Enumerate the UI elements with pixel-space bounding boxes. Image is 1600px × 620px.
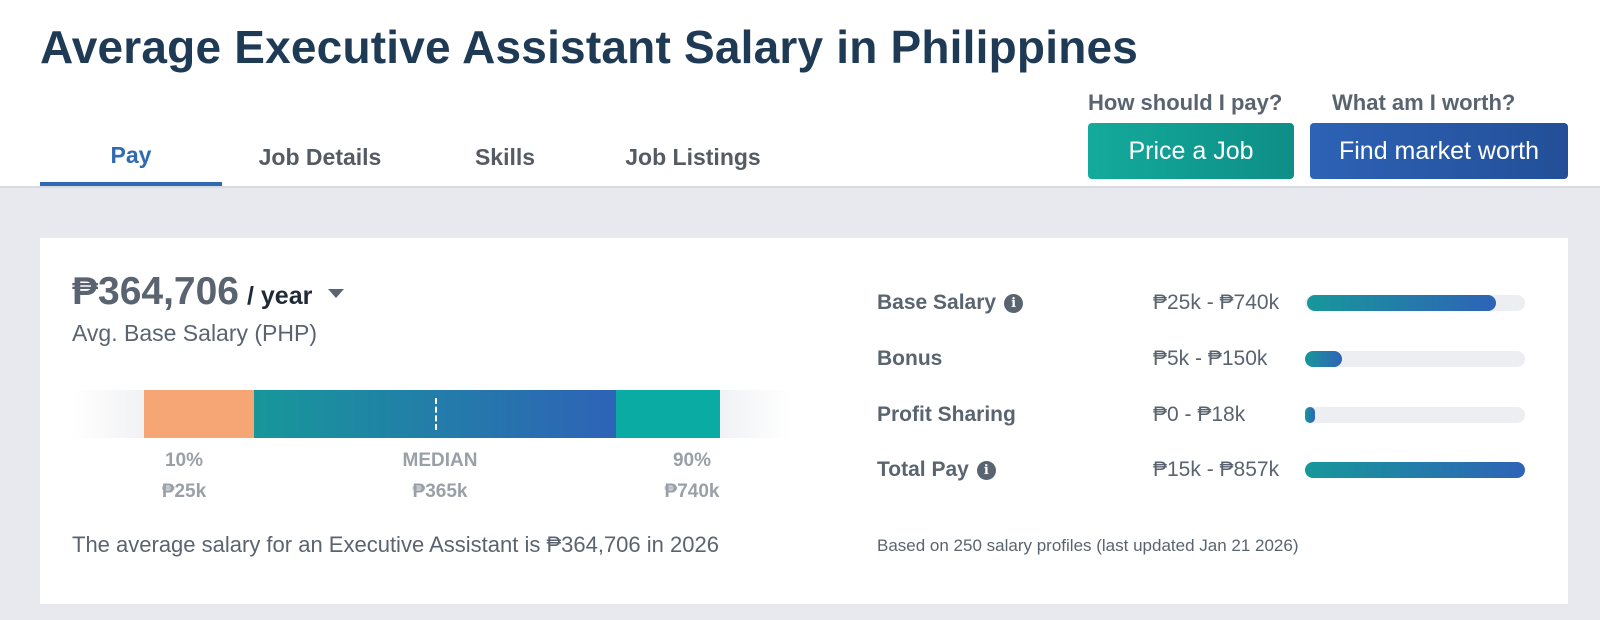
info-icon[interactable]: i <box>1004 293 1024 313</box>
range-segment-low <box>144 390 254 438</box>
comp-track <box>1305 462 1525 478</box>
comp-row-profit-sharing: Profit Sharing ₱0 - ₱18k <box>877 398 1537 432</box>
salary-summary: The average salary for an Executive Assi… <box>72 532 719 557</box>
comp-range: ₱15k - ₱857k <box>1153 458 1280 481</box>
comp-track <box>1305 351 1525 367</box>
comp-fill <box>1305 462 1525 478</box>
range-fade-left <box>72 390 144 438</box>
pay-period[interactable]: / year <box>247 282 313 310</box>
comp-label: Profit Sharing <box>877 403 1016 426</box>
salary-caption: Avg. Base Salary (PHP) <box>72 320 318 346</box>
p10-value: ₱25k <box>161 481 207 502</box>
find-market-worth-button[interactable]: Find market worth <box>1310 123 1568 179</box>
comp-track <box>1305 295 1525 311</box>
tab-job-listings[interactable]: Job Listings <box>625 143 761 170</box>
comp-label-wrap: Bonus <box>877 342 942 376</box>
comp-label-wrap: Profit Sharing <box>877 398 1016 432</box>
comp-range: ₱0 - ₱18k <box>1153 403 1246 426</box>
tab-bar: Pay Job Details Skills Job Listings <box>40 128 794 188</box>
salary-amount: ₱364,706 <box>72 270 239 313</box>
price-a-job-button[interactable]: Price a Job <box>1088 123 1294 179</box>
comp-range: ₱25k - ₱740k <box>1153 291 1280 314</box>
page-title: Average Executive Assistant Salary in Ph… <box>40 21 1139 73</box>
data-footnote: Based on 250 salary profiles (last updat… <box>877 536 1299 555</box>
salary-card: ₱364,706 / year Avg. Base Salary (PHP) 1… <box>40 238 1568 604</box>
comp-row-bonus: Bonus ₱5k - ₱150k <box>877 342 1537 376</box>
worth-question: What am I worth? <box>1332 90 1516 115</box>
range-fade-right <box>720 390 792 438</box>
comp-track <box>1305 407 1525 423</box>
salary-amount-row: ₱364,706 / year <box>72 270 345 314</box>
tab-pay[interactable]: Pay <box>40 128 222 186</box>
tab-skills[interactable]: Skills <box>474 143 536 170</box>
median-marker <box>435 398 437 430</box>
comp-fill <box>1305 407 1315 423</box>
comp-label: Total Pay <box>877 458 969 481</box>
caret-down-icon[interactable] <box>328 289 345 298</box>
comp-fill <box>1305 351 1343 367</box>
p90-value: ₱740k <box>664 481 720 502</box>
page-header: Average Executive Assistant Salary in Ph… <box>0 0 1600 188</box>
comp-row-total-pay: Total Pay i ₱15k - ₱857k <box>877 453 1537 487</box>
price-question: How should I pay? <box>1088 90 1283 115</box>
comp-label-wrap: Total Pay i <box>877 453 996 487</box>
comp-row-base-salary: Base Salary i ₱25k - ₱740k <box>877 286 1537 320</box>
comp-label: Base Salary <box>877 291 997 314</box>
range-segment-high <box>616 390 724 438</box>
comp-fill <box>1307 295 1497 311</box>
comp-range: ₱5k - ₱150k <box>1153 347 1268 370</box>
info-icon[interactable]: i <box>976 460 996 480</box>
comp-label: Bonus <box>877 347 943 370</box>
tab-job-details[interactable]: Job Details <box>258 143 382 170</box>
comp-label-wrap: Base Salary i <box>877 286 1024 320</box>
median-value: ₱365k <box>412 481 468 502</box>
salary-range-bar <box>72 390 792 438</box>
p10-label: 10% <box>164 450 204 471</box>
median-label: MEDIAN <box>402 450 478 471</box>
p90-label: 90% <box>672 450 712 471</box>
